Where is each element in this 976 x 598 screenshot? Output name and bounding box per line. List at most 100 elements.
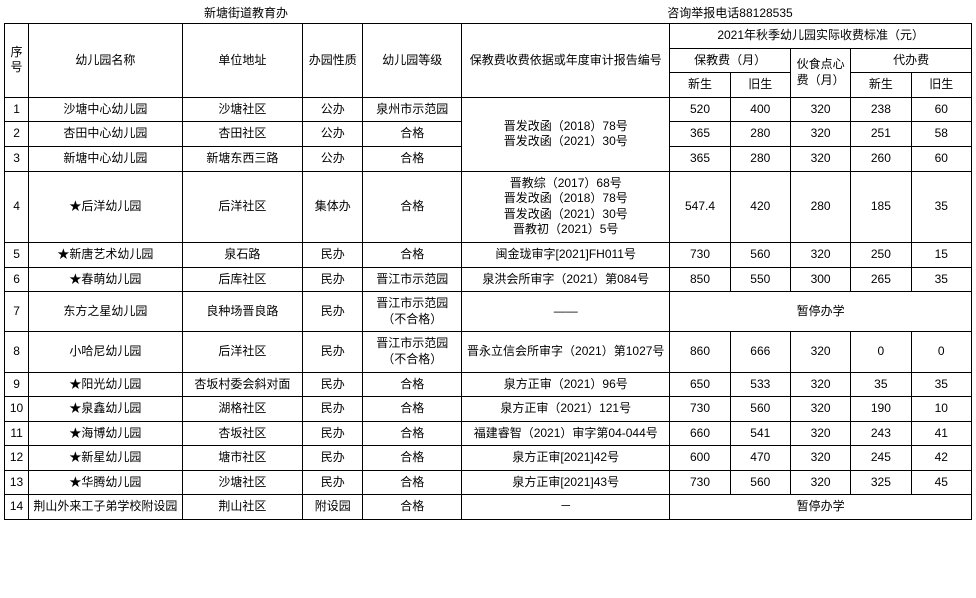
cell: 泉州市示范园 [363,97,462,122]
cell: 晋永立信会所审字（2021）第1027号 [462,332,670,372]
cell: 541 [730,421,790,446]
cell: 10 [5,397,29,422]
cell: 泉方正审（2021）121号 [462,397,670,422]
cell: 58 [911,122,972,147]
cell: 325 [851,470,911,495]
cell: 730 [670,242,730,267]
cell: 730 [670,397,730,422]
col-db-old: 旧生 [911,73,972,98]
cell: 245 [851,446,911,471]
cell: 320 [790,421,850,446]
col-bj-old: 旧生 [730,73,790,98]
cell: 35 [911,267,972,292]
cell: － [462,495,670,520]
col-name: 幼儿园名称 [29,24,182,98]
cell: 集体办 [303,171,363,242]
col-level: 幼儿园等级 [363,24,462,98]
cell: 暂停办学 [670,292,972,332]
cell: 243 [851,421,911,446]
cell: 260 [851,146,911,171]
cell: 60 [911,146,972,171]
cell: 合格 [363,146,462,171]
cell: 320 [790,470,850,495]
cell: 后洋社区 [182,171,303,242]
cell: 泉洪会所审字（2021）第084号 [462,267,670,292]
cell: 合格 [363,242,462,267]
cell: 250 [851,242,911,267]
cell: 闽金珑审字[2021]FH011号 [462,242,670,267]
cell: 0 [851,332,911,372]
cell: 沙塘社区 [182,470,303,495]
table-row: 14荆山外来工子弟学校附设园荆山社区附设园合格－暂停办学 [5,495,972,520]
cell: ★阳光幼儿园 [29,372,182,397]
table-row: 5★新唐艺术幼儿园泉石路民办合格闽金珑审字[2021]FH011号7305603… [5,242,972,267]
col-db-new: 新生 [851,73,911,98]
cell: ★海博幼儿园 [29,421,182,446]
cell: 280 [730,122,790,147]
cell: 12 [5,446,29,471]
cell: 650 [670,372,730,397]
fee-table: 序号 幼儿园名称 单位地址 办园性质 幼儿园等级 保教费收费依据或年度审计报告编… [4,23,972,520]
cell: 9 [5,372,29,397]
table-row: 11★海博幼儿园杏坂社区民办合格福建睿智（2021）审字第04-044号6605… [5,421,972,446]
cell: 后库社区 [182,267,303,292]
org-name: 新塘街道教育办 [4,4,488,21]
cell: 合格 [363,397,462,422]
cell: 5 [5,242,29,267]
cell: 185 [851,171,911,242]
table-row: 12★新星幼儿园塘市社区民办合格泉方正审[2021]42号60047032024… [5,446,972,471]
cell: ★春萌幼儿园 [29,267,182,292]
cell: 湖格社区 [182,397,303,422]
cell: 470 [730,446,790,471]
cell: 晋江市示范园（不合格） [363,332,462,372]
cell: 320 [790,397,850,422]
col-bj-new: 新生 [670,73,730,98]
col-basis: 保教费收费依据或年度审计报告编号 [462,24,670,98]
cell: 新塘东西三路 [182,146,303,171]
cell: —— [462,292,670,332]
cell: 320 [790,446,850,471]
cell: 560 [730,470,790,495]
cell: 合格 [363,421,462,446]
cell: ★华腾幼儿园 [29,470,182,495]
cell: 0 [911,332,972,372]
cell: 8 [5,332,29,372]
col-baojiao: 保教费（月） [670,48,791,73]
cell: 320 [790,242,850,267]
cell: 东方之星幼儿园 [29,292,182,332]
col-idx: 序号 [5,24,29,98]
cell: 14 [5,495,29,520]
col-nature: 办园性质 [303,24,363,98]
cell: 560 [730,397,790,422]
cell: 民办 [303,267,363,292]
cell: 合格 [363,171,462,242]
cell: 杏坂村委会斜对面 [182,372,303,397]
cell: 35 [911,171,972,242]
cell: 238 [851,97,911,122]
cell: 晋江市示范园（不合格） [363,292,462,332]
cell: 民办 [303,421,363,446]
table-row: 7东方之星幼儿园良种场晋良路民办晋江市示范园（不合格）——暂停办学 [5,292,972,332]
cell: 1 [5,97,29,122]
cell: 666 [730,332,790,372]
cell: 晋发改函（2018）78号晋发改函（2021）30号 [462,97,670,171]
cell: 15 [911,242,972,267]
cell: 280 [730,146,790,171]
cell: 3 [5,146,29,171]
cell: 11 [5,421,29,446]
cell: 547.4 [670,171,730,242]
col-daiban: 代办费 [851,48,972,73]
cell: 533 [730,372,790,397]
table-row: 8小哈尼幼儿园后洋社区民办晋江市示范园（不合格）晋永立信会所审字（2021）第1… [5,332,972,372]
cell: 塘市社区 [182,446,303,471]
cell: 荆山社区 [182,495,303,520]
cell: 550 [730,267,790,292]
cell: 杏坂社区 [182,421,303,446]
cell: 晋江市示范园 [363,267,462,292]
cell: 660 [670,421,730,446]
table-row: 4★后洋幼儿园后洋社区集体办合格晋教综（2017）68号晋发改函（2018）78… [5,171,972,242]
table-row: 1沙塘中心幼儿园沙塘社区公办泉州市示范园晋发改函（2018）78号晋发改函（20… [5,97,972,122]
cell: 公办 [303,122,363,147]
cell: 公办 [303,97,363,122]
cell: ★新星幼儿园 [29,446,182,471]
